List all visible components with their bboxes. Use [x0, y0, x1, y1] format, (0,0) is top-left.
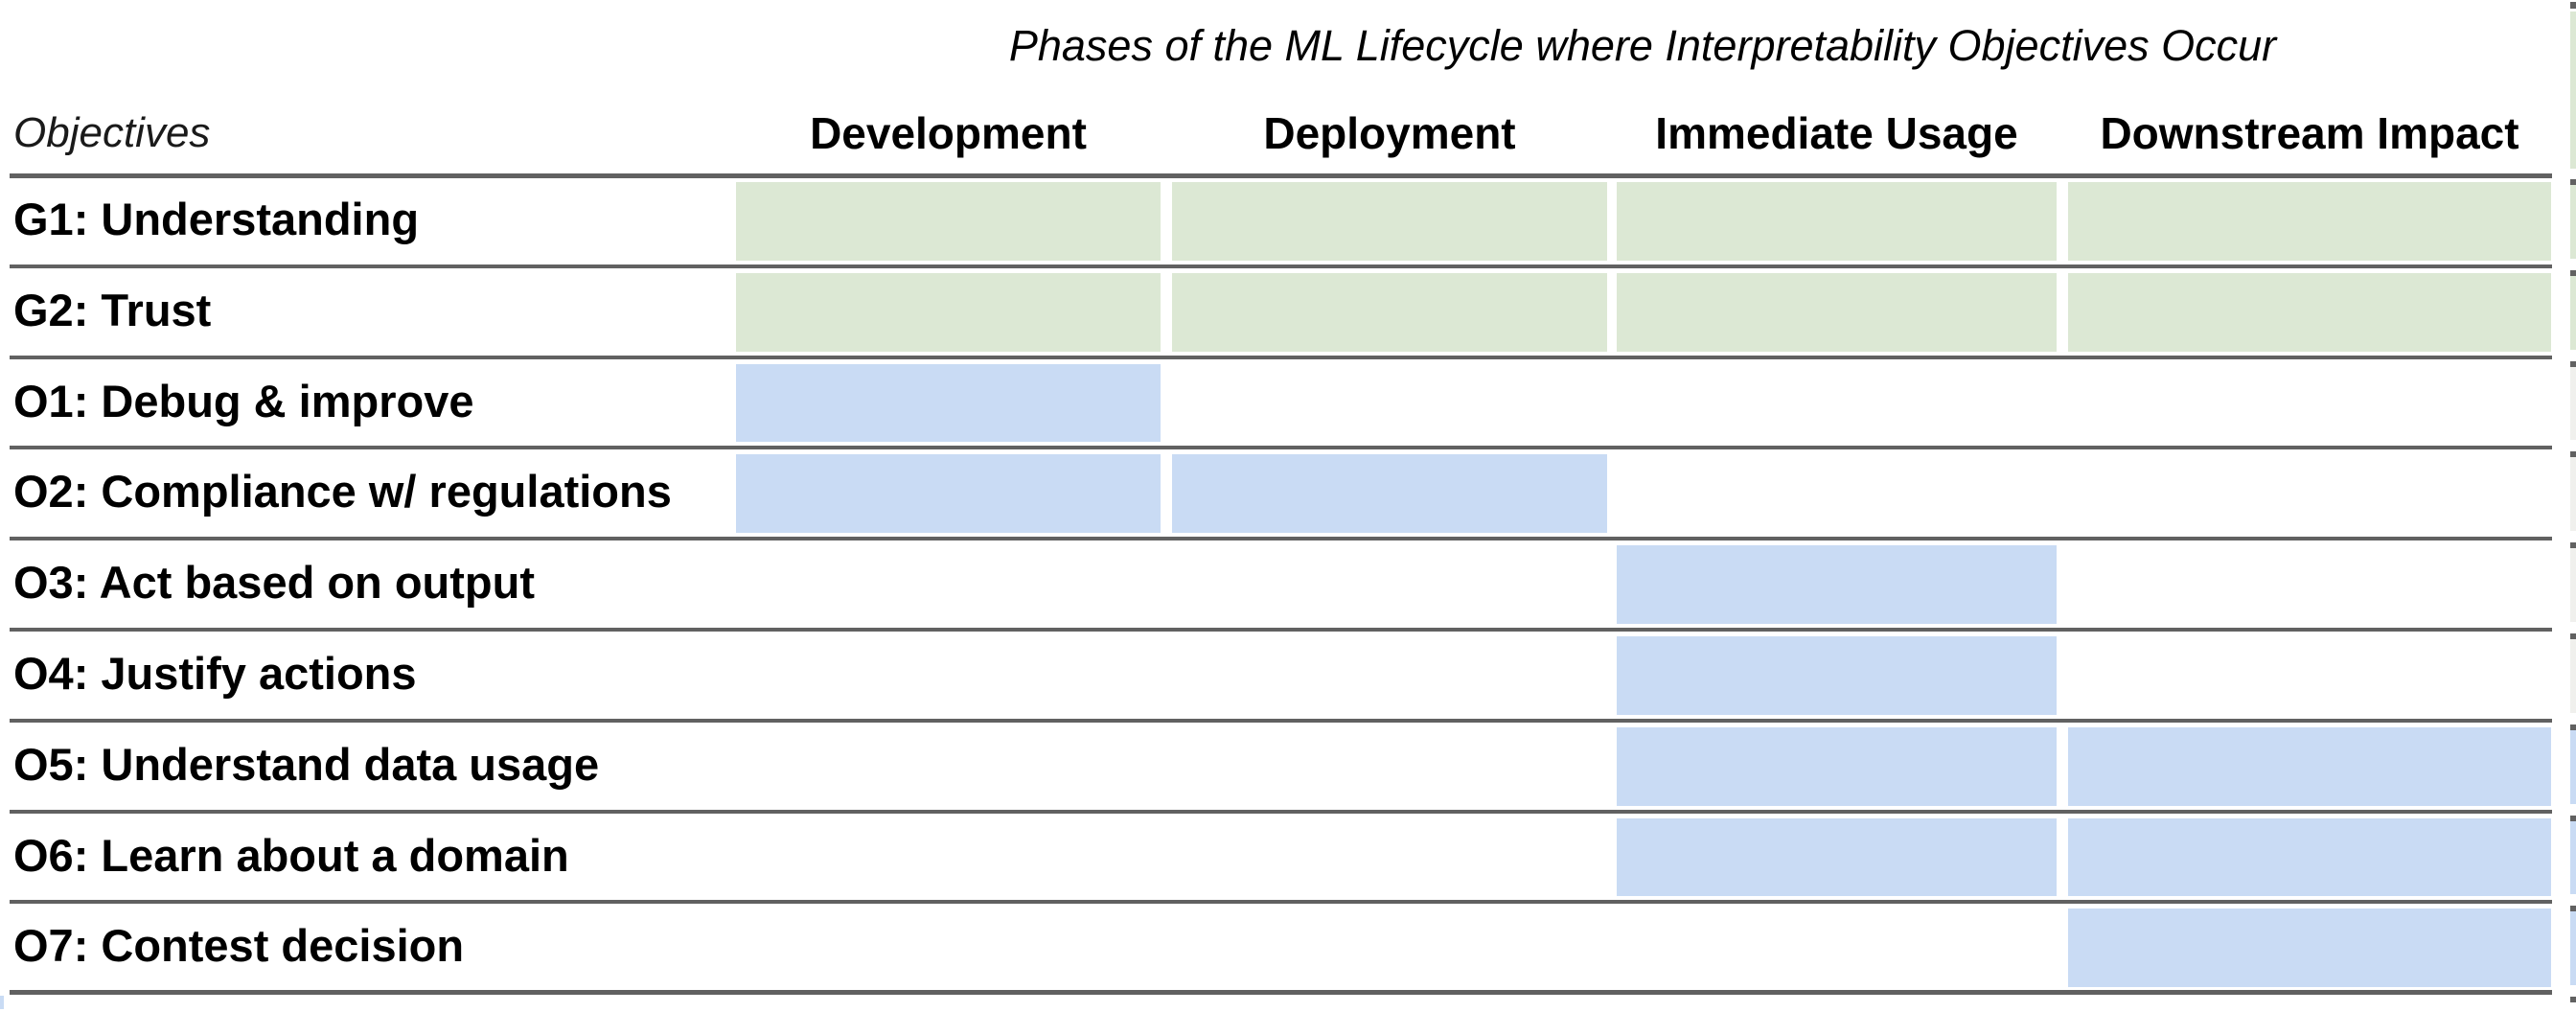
matrix-cell: [2068, 818, 2551, 896]
objectives-axis-label: Objectives: [13, 109, 211, 156]
edge-corner-patch: [0, 996, 4, 1009]
column-header-3: Immediate Usage: [1655, 108, 2018, 158]
row-label-o1: O1: Debug & improve: [13, 375, 474, 426]
matrix-cell: [1172, 182, 1607, 261]
column-header-2: Deployment: [1263, 108, 1516, 158]
row-label-o2: O2: Compliance w/ regulations: [13, 466, 672, 517]
edge-sliver-tick: [2570, 633, 2576, 639]
figure-title: Phases of the ML Lifecycle where Interpr…: [1008, 21, 2277, 70]
row-label-o3: O3: Act based on output: [13, 557, 535, 608]
row-label-g1: G1: Understanding: [13, 194, 420, 244]
row-separator-line: [10, 356, 2552, 359]
edge-sliver-segment: [2570, 12, 2576, 169]
edge-sliver-tick: [2570, 906, 2576, 911]
edge-sliver-segment: [2570, 728, 2576, 804]
matrix-cell: [1617, 182, 2057, 261]
bottom-rule: [10, 990, 2552, 995]
edge-sliver-tick: [2570, 724, 2576, 730]
matrix-cell: [1617, 727, 2057, 806]
matrix-cell: [2068, 182, 2551, 261]
column-header-1: Development: [810, 108, 1087, 158]
edge-sliver-segment: [2570, 365, 2576, 440]
row-separator-line: [10, 810, 2552, 814]
matrix-cell: [736, 364, 1161, 442]
row-label-o7: O7: Contest decision: [13, 920, 465, 971]
matrix-cell: [1172, 454, 1607, 533]
row-label-g2: G2: Trust: [13, 285, 212, 335]
edge-sliver-segment: [2570, 819, 2576, 894]
matrix-cell: [1617, 818, 2057, 896]
matrix-cell: [1617, 636, 2057, 715]
matrix-cell: [736, 454, 1161, 533]
edge-sliver-tick: [2570, 542, 2576, 548]
matrix-cell: [736, 182, 1161, 261]
row-separator-line: [10, 719, 2552, 723]
row-separator-line: [10, 900, 2552, 904]
matrix-cell: [1172, 273, 1607, 352]
matrix-cell: [1617, 273, 2057, 352]
edge-sliver-tick: [2570, 2, 2576, 9]
edge-sliver-tick: [2570, 361, 2576, 367]
edge-sliver-segment: [2570, 546, 2576, 622]
header-rule: [10, 173, 2552, 178]
edge-sliver-tick: [2570, 997, 2576, 1002]
matrix-cell: [2068, 908, 2551, 987]
edge-sliver-tick: [2570, 451, 2576, 457]
edge-sliver-segment: [2570, 183, 2576, 259]
row-label-o5: O5: Understand data usage: [13, 739, 600, 790]
edge-sliver-segment: [2570, 637, 2576, 713]
matrix-cell: [2068, 273, 2551, 352]
edge-sliver-tick: [2570, 270, 2576, 276]
row-separator-line: [10, 537, 2552, 540]
edge-sliver-segment: [2570, 274, 2576, 350]
column-header-4: Downstream Impact: [2100, 108, 2519, 158]
edge-sliver-segment: [2570, 909, 2576, 985]
matrix-cell: [1617, 545, 2057, 624]
row-label-o6: O6: Learn about a domain: [13, 829, 569, 881]
edge-sliver-tick: [2570, 816, 2576, 821]
row-label-o4: O4: Justify actions: [13, 648, 417, 699]
matrix-cell: [736, 273, 1161, 352]
row-separator-line: [10, 628, 2552, 632]
edge-sliver-segment: [2570, 455, 2576, 531]
row-separator-line: [10, 264, 2552, 268]
row-separator-line: [10, 446, 2552, 449]
matrix-cell: [2068, 727, 2551, 806]
edge-sliver-tick: [2570, 179, 2576, 185]
